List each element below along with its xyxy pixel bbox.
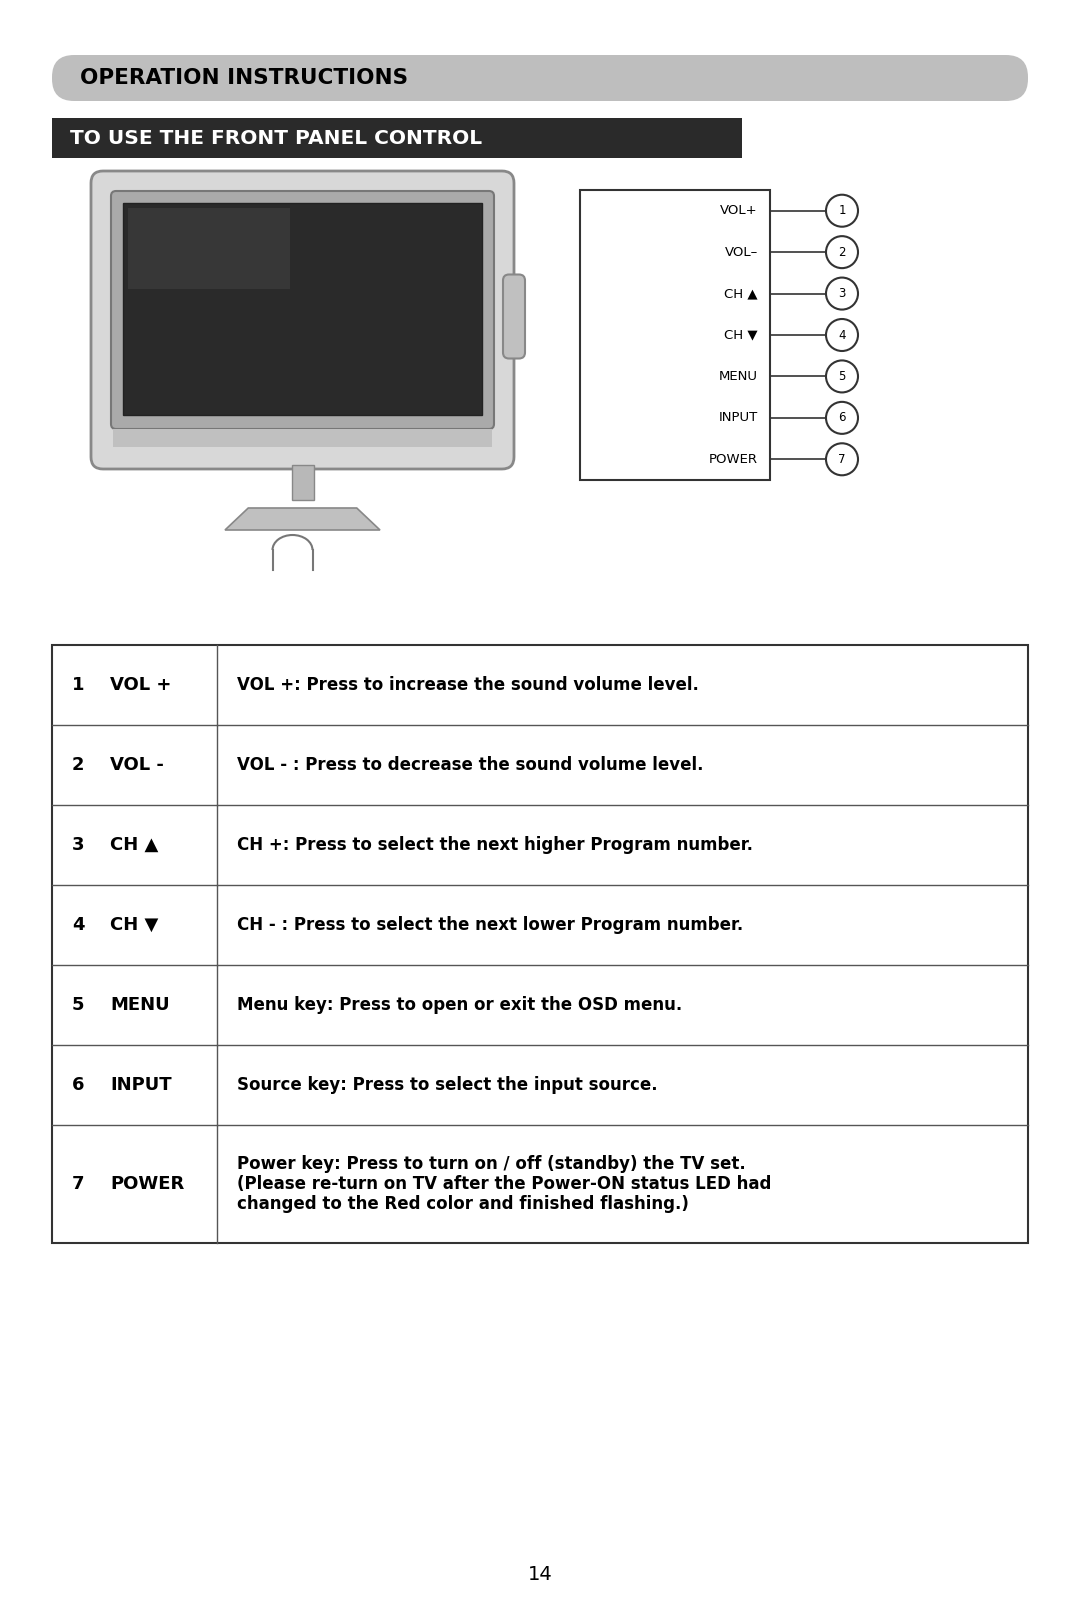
Bar	[113, 429, 492, 447]
Text: 5: 5	[72, 997, 84, 1014]
Text: CH +: Press to select the next higher Program number.: CH +: Press to select the next higher Pr…	[237, 837, 753, 854]
Text: VOL +: VOL +	[110, 676, 172, 694]
Text: Power key: Press to turn on / off (standby) the TV set.: Power key: Press to turn on / off (stand…	[237, 1155, 746, 1173]
Text: 3: 3	[72, 837, 84, 854]
Text: 6: 6	[72, 1076, 84, 1094]
Text: (Please re-turn on TV after the Power-ON status LED had: (Please re-turn on TV after the Power-ON…	[237, 1175, 771, 1192]
Circle shape	[826, 278, 858, 309]
Circle shape	[826, 401, 858, 434]
Bar	[580, 189, 770, 481]
Text: 4: 4	[838, 328, 846, 341]
Text: MENU: MENU	[719, 371, 758, 383]
FancyBboxPatch shape	[111, 191, 494, 429]
Text: CH ▼: CH ▼	[725, 328, 758, 341]
FancyBboxPatch shape	[503, 275, 525, 359]
Text: VOL+: VOL+	[720, 204, 758, 217]
Text: Source key: Press to select the input source.: Source key: Press to select the input so…	[237, 1076, 658, 1094]
Bar	[52, 118, 742, 159]
Circle shape	[826, 236, 858, 269]
Text: 14: 14	[528, 1566, 552, 1584]
Bar	[292, 464, 313, 500]
Text: VOL -: VOL -	[110, 756, 164, 773]
Text: OPERATION INSTRUCTIONS: OPERATION INSTRUCTIONS	[80, 68, 408, 87]
Text: VOL - : Press to decrease the sound volume level.: VOL - : Press to decrease the sound volu…	[237, 756, 703, 773]
Text: 2: 2	[838, 246, 846, 259]
Text: 7: 7	[72, 1175, 84, 1192]
Text: CH ▲: CH ▲	[725, 286, 758, 299]
Text: 1: 1	[838, 204, 846, 217]
Text: MENU: MENU	[110, 997, 170, 1014]
Text: CH ▲: CH ▲	[110, 837, 159, 854]
FancyBboxPatch shape	[129, 209, 289, 288]
Text: changed to the Red color and finished flashing.): changed to the Red color and finished fl…	[237, 1196, 689, 1214]
Bar	[52, 646, 1028, 1243]
FancyBboxPatch shape	[123, 202, 482, 414]
Text: 6: 6	[838, 411, 846, 424]
Text: POWER: POWER	[110, 1175, 185, 1192]
Text: INPUT: INPUT	[719, 411, 758, 424]
Text: 1: 1	[72, 676, 84, 694]
Text: CH ▼: CH ▼	[110, 916, 159, 934]
Text: VOL–: VOL–	[725, 246, 758, 259]
Circle shape	[826, 319, 858, 351]
FancyBboxPatch shape	[52, 55, 1028, 100]
Text: 5: 5	[838, 371, 846, 383]
Text: 2: 2	[72, 756, 84, 773]
Circle shape	[826, 194, 858, 227]
Text: POWER: POWER	[708, 453, 758, 466]
Polygon shape	[225, 508, 380, 531]
Text: 7: 7	[838, 453, 846, 466]
Text: 3: 3	[838, 286, 846, 299]
Text: 4: 4	[72, 916, 84, 934]
Circle shape	[826, 361, 858, 393]
Text: INPUT: INPUT	[110, 1076, 172, 1094]
Text: VOL +: Press to increase the sound volume level.: VOL +: Press to increase the sound volum…	[237, 676, 699, 694]
Text: Menu key: Press to open or exit the OSD menu.: Menu key: Press to open or exit the OSD …	[237, 997, 683, 1014]
Text: CH - : Press to select the next lower Program number.: CH - : Press to select the next lower Pr…	[237, 916, 743, 934]
FancyBboxPatch shape	[91, 172, 514, 469]
Text: TO USE THE FRONT PANEL CONTROL: TO USE THE FRONT PANEL CONTROL	[70, 128, 482, 147]
Circle shape	[826, 443, 858, 476]
